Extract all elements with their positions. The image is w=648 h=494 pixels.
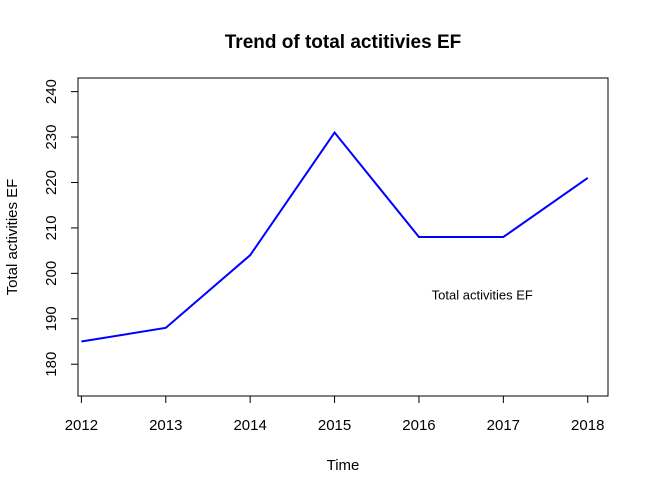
x-tick-label: 2017 <box>487 417 520 434</box>
y-tick-label: 240 <box>43 79 60 104</box>
series-layer <box>81 130 589 343</box>
y-tick-label: 190 <box>43 306 60 331</box>
y-tick-label: 210 <box>43 215 60 240</box>
chart-annotation: Total activities EF <box>432 287 533 302</box>
y-tick-label: 200 <box>43 261 60 286</box>
chart-title: Trend of total actitivies EF <box>225 32 462 53</box>
x-tick-label: 2013 <box>149 417 182 434</box>
annotation-layer: Total activities EF <box>432 287 533 302</box>
x-tick-label: 2012 <box>65 417 98 434</box>
y-tick-label: 220 <box>43 170 60 195</box>
y-axis: 180 190 200 210 220 230 240 <box>43 79 79 377</box>
x-tick-label: 2014 <box>233 417 266 434</box>
x-tick-label: 2015 <box>318 417 351 434</box>
x-axis: 2012 2013 2014 2015 2016 2017 2018 <box>65 395 604 434</box>
series-line <box>81 130 589 343</box>
x-tick-label: 2018 <box>571 417 604 434</box>
y-tick-label: 230 <box>43 125 60 150</box>
x-tick-label: 2016 <box>402 417 435 434</box>
y-tick-label: 180 <box>43 352 60 377</box>
x-axis-label: Time <box>327 457 360 474</box>
y-axis-label: Total activities EF <box>4 179 21 296</box>
